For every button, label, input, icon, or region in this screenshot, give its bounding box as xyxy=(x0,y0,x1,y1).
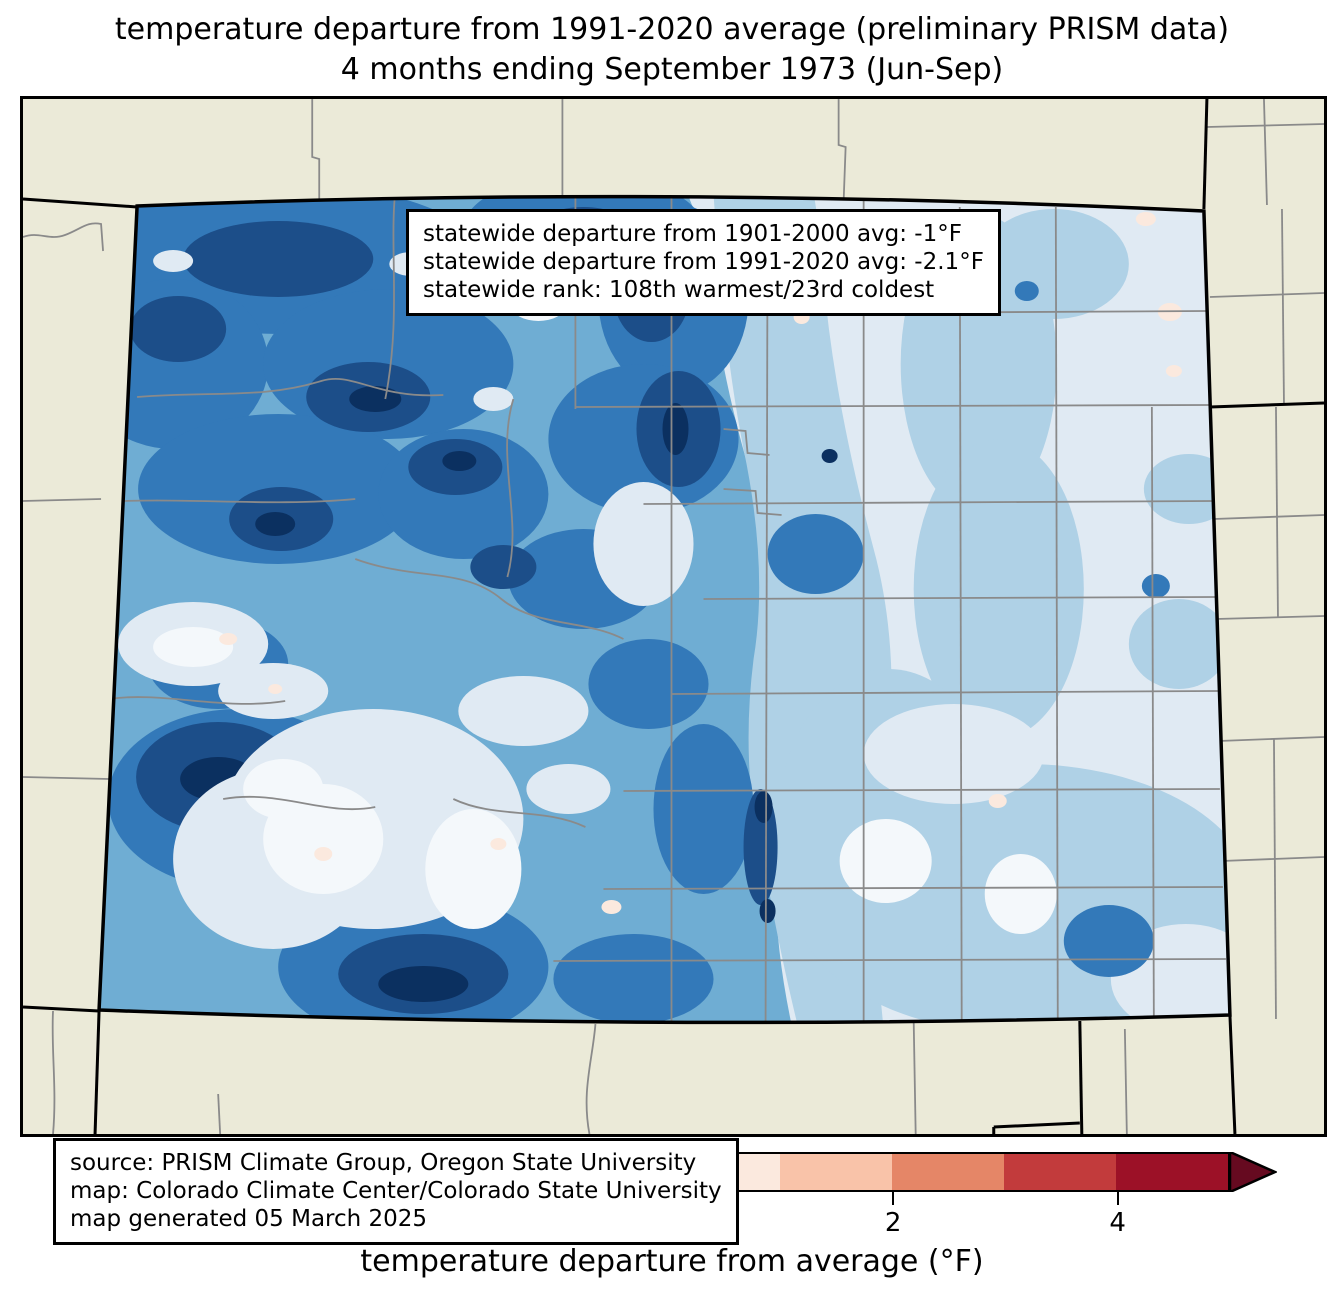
stats-line-1901-2000: statewide departure from 1901-2000 avg: … xyxy=(423,221,962,247)
contour-layer-peach xyxy=(219,212,1182,914)
page-title-line1: temperature departure from 1991-2020 ave… xyxy=(114,12,1230,47)
generated-date-line: map generated 05 March 2025 xyxy=(70,1206,428,1232)
colorbar-axis-label: temperature departure from average (°F) xyxy=(360,1244,984,1279)
colorbar-tick-label: 4 xyxy=(1109,1208,1126,1238)
statewide-stats-box: statewide departure from 1901-2000 avg: … xyxy=(406,209,1001,316)
colorbar-segment-9 xyxy=(1116,1154,1229,1190)
neighbor-state-lines xyxy=(23,99,1324,1134)
colorbar-tick-mark xyxy=(892,1192,895,1205)
source-line: source: PRISM Climate Group, Oregon Stat… xyxy=(70,1150,697,1176)
colorbar-right-arrow xyxy=(1229,1152,1277,1192)
map-credit-line: map: Colorado Climate Center/Colorado St… xyxy=(70,1178,722,1204)
colorbar-segment-8 xyxy=(1004,1154,1117,1190)
colorbar-tick-label: 2 xyxy=(884,1208,902,1238)
source-attribution-box: source: PRISM Climate Group, Oregon Stat… xyxy=(53,1138,739,1245)
stats-line-1991-2020: statewide departure from 1991-2020 avg: … xyxy=(423,249,984,275)
page-title-line2: 4 months ending September 1973 (Jun-Sep) xyxy=(340,52,1004,87)
colorbar-tick-mark xyxy=(1116,1192,1119,1205)
colorbar-segment-6 xyxy=(780,1154,893,1190)
colorbar-segment-7 xyxy=(892,1154,1005,1190)
stats-line-rank: statewide rank: 108th warmest/23rd colde… xyxy=(423,277,935,303)
map-axes-frame: statewide departure from 1901-2000 avg: … xyxy=(20,96,1327,1245)
neighbor-county-lines xyxy=(23,99,1324,1134)
colorado-state-boundary xyxy=(97,194,1232,1025)
